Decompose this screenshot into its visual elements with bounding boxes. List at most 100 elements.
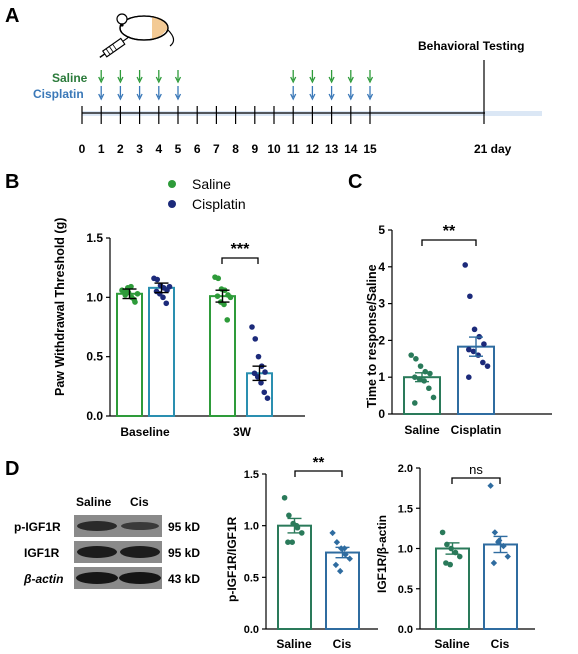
y-tick-label: 0.0	[86, 409, 103, 423]
cisplatin-arrow-head	[309, 93, 316, 101]
testing-label: Behavioral Testing	[418, 39, 524, 53]
bar	[116, 292, 143, 417]
data-point	[281, 494, 288, 501]
legend-saline-dot	[168, 180, 176, 188]
cisplatin-arrow-head	[290, 93, 297, 101]
day-label: 15	[363, 142, 377, 156]
data-point	[154, 276, 161, 283]
data-point	[443, 560, 449, 566]
saline-arrow-head	[117, 76, 124, 84]
data-point	[214, 293, 221, 299]
x-tick-label: Saline	[404, 423, 440, 437]
cisplatin-arrow-head	[98, 93, 105, 101]
blot-lane-cis: Cis	[130, 495, 149, 509]
band	[77, 546, 117, 558]
bar	[483, 543, 518, 630]
blot-strip-p-igf1r	[74, 515, 162, 537]
band	[76, 572, 118, 584]
panel-d2-ylabel: IGF1R/β-actin	[375, 515, 389, 593]
data-point	[490, 559, 498, 567]
panel-a: A Saline Cisplatin 0 1 2 3 4 5 6 7 8 9 10 11 12 13 14 1…	[5, 5, 542, 156]
y-tick-label: 0.5	[398, 584, 413, 596]
data-point	[128, 283, 134, 290]
day-label: 4	[155, 142, 162, 156]
y-tick-label: 1.5	[398, 503, 413, 515]
legend-cisplatin: Cisplatin	[192, 196, 246, 212]
x-tick-label: Cis	[491, 637, 510, 651]
data-point	[215, 275, 222, 282]
data-point	[163, 300, 170, 307]
mouse-icon	[116, 13, 175, 47]
data-point	[447, 561, 453, 568]
data-point	[412, 374, 418, 380]
data-point	[262, 369, 268, 375]
data-point	[286, 512, 292, 519]
blot-size-igf1r: 95 kD	[168, 546, 200, 560]
x-tick-label: Saline	[276, 637, 312, 651]
final-day-label: 21 day	[474, 142, 512, 156]
day-label: 1	[98, 142, 105, 156]
data-point	[221, 301, 227, 308]
blot-lane-saline: Saline	[76, 495, 112, 509]
data-point	[251, 370, 258, 377]
cisplatin-arrow-head	[117, 93, 124, 101]
cisplatin-arrow-head	[366, 93, 374, 101]
panel-a-letter: A	[5, 5, 19, 27]
data-point	[408, 352, 414, 358]
cisplatin-arrow-head	[328, 93, 335, 101]
blot-row-label-p-igf1r: p-IGF1R	[14, 520, 61, 534]
data-point	[298, 530, 305, 536]
bar	[435, 547, 470, 630]
y-tick-label: 0	[378, 407, 385, 421]
saline-arrow-head	[174, 76, 182, 84]
y-tick-label: 1.0	[398, 544, 413, 556]
y-tick-label: 1.5	[244, 469, 259, 481]
saline-arrow-head	[366, 76, 374, 84]
data-point	[470, 348, 477, 355]
y-tick-label: 1.0	[244, 521, 259, 533]
data-point	[439, 529, 446, 536]
data-point	[261, 389, 268, 396]
panel-b-letter: B	[5, 171, 19, 193]
panel-c-letter: C	[348, 171, 362, 193]
significance-bracket	[294, 470, 343, 477]
significance-bracket	[451, 477, 501, 484]
data-point	[416, 376, 423, 382]
band	[119, 572, 161, 584]
data-point	[467, 293, 473, 300]
significance-label: **	[443, 223, 456, 240]
data-point	[224, 317, 231, 323]
saline-arrow-head	[309, 76, 316, 84]
significance-bracket	[221, 257, 259, 264]
day-label: 6	[194, 142, 201, 156]
blot-row-label-igf1r: IGF1R	[24, 546, 60, 560]
y-tick-label: 0.5	[86, 350, 103, 364]
data-point	[430, 394, 437, 401]
legend-cisplatin-dot	[168, 200, 176, 208]
data-point	[131, 296, 138, 303]
saline-arrow-head	[328, 76, 335, 84]
data-point	[252, 336, 259, 342]
western-blot: Saline Cis p-IGF1R IGF1R β-actin 95 kD 9…	[14, 495, 200, 589]
saline-arrow-head	[347, 76, 354, 84]
panel-b: B Saline Cisplatin Paw Withdrawal Thresh…	[5, 171, 305, 439]
significance-bracket	[421, 239, 477, 246]
day-label: 2	[117, 142, 124, 156]
day-label: 7	[213, 142, 220, 156]
panel-c-ylabel: Time to response/Saline	[365, 264, 379, 408]
band	[77, 521, 117, 531]
day-label: 8	[232, 142, 239, 156]
y-tick-label: 0.0	[244, 624, 259, 636]
data-point	[413, 356, 419, 362]
data-point	[481, 341, 487, 347]
data-point	[329, 529, 336, 537]
bar	[148, 286, 175, 417]
day-label: 5	[175, 142, 182, 156]
legend-saline: Saline	[192, 176, 231, 192]
data-point	[249, 324, 255, 330]
saline-label: Saline	[52, 71, 88, 85]
data-point	[494, 538, 502, 546]
x-tick-label: Saline	[434, 637, 470, 651]
band	[120, 546, 160, 558]
y-tick-label: 1.0	[86, 290, 103, 304]
